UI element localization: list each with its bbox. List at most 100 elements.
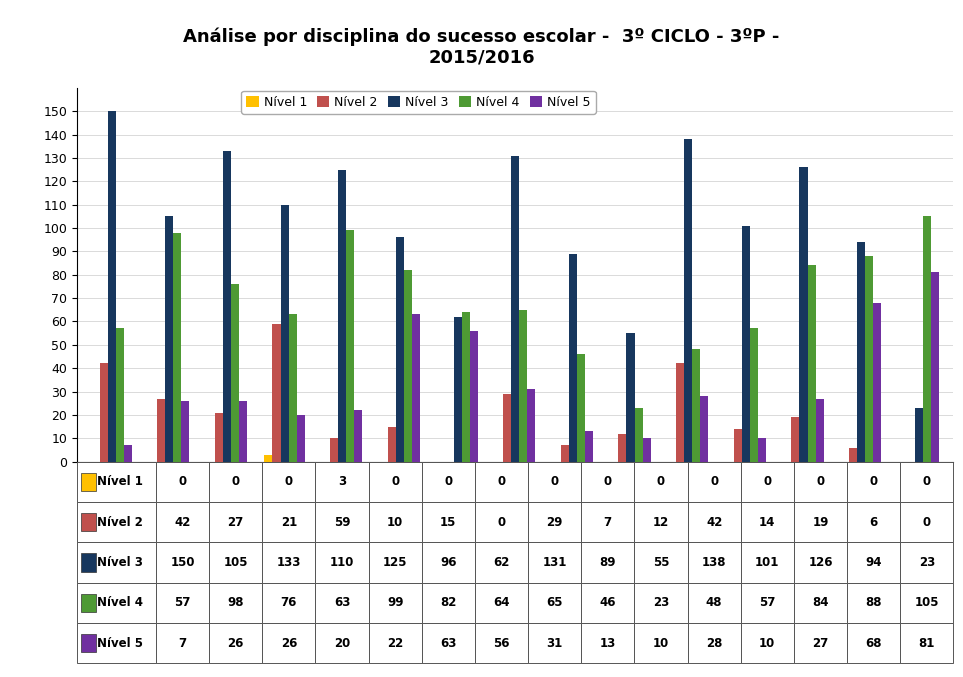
Bar (635, 583, 688, 623)
Text: 150: 150 (170, 556, 195, 569)
Text: 68: 68 (866, 637, 882, 650)
Text: 0: 0 (551, 475, 559, 488)
Bar (635, 462, 688, 502)
Text: 133: 133 (276, 556, 301, 569)
Bar (577, 354, 585, 462)
Text: 64: 64 (493, 596, 509, 609)
Bar (454, 317, 461, 462)
Bar (77, 623, 156, 663)
Bar (585, 431, 593, 462)
Text: 110: 110 (329, 556, 354, 569)
Text: 29: 29 (546, 516, 562, 529)
Bar (99, 364, 108, 462)
Text: 21: 21 (280, 516, 297, 529)
Bar (262, 502, 316, 542)
Bar (156, 462, 209, 502)
Text: 14: 14 (759, 516, 775, 529)
Bar (528, 462, 582, 502)
Text: 99: 99 (387, 596, 403, 609)
Text: 27: 27 (813, 637, 828, 650)
Bar (166, 217, 173, 462)
Bar (794, 583, 847, 623)
Text: 10: 10 (387, 516, 403, 529)
Bar (847, 542, 900, 583)
Bar (316, 462, 369, 502)
Bar (369, 542, 422, 583)
Bar (77, 583, 156, 623)
Bar (82, 553, 95, 571)
Bar (388, 427, 396, 462)
Bar (209, 542, 262, 583)
Text: 94: 94 (866, 556, 882, 569)
Text: 23: 23 (919, 556, 935, 569)
Text: 105: 105 (915, 596, 939, 609)
Text: 0: 0 (710, 475, 718, 488)
Text: 0: 0 (444, 475, 453, 488)
Bar (369, 462, 422, 502)
Bar (262, 583, 316, 623)
Bar (181, 401, 190, 462)
Bar (569, 254, 577, 462)
Bar (750, 328, 758, 462)
Bar (475, 623, 528, 663)
Bar (923, 217, 931, 462)
Bar (799, 167, 808, 462)
Text: 131: 131 (542, 556, 567, 569)
Bar (582, 583, 635, 623)
Bar (412, 315, 420, 462)
Text: 23: 23 (653, 596, 669, 609)
Bar (503, 394, 511, 462)
Bar (794, 542, 847, 583)
Text: 6: 6 (870, 516, 877, 529)
Bar (857, 242, 865, 462)
Text: Nível 1: Nível 1 (96, 475, 143, 488)
Bar (262, 623, 316, 663)
Bar (273, 324, 280, 462)
Text: 59: 59 (334, 516, 351, 529)
Bar (688, 502, 741, 542)
Text: 12: 12 (653, 516, 669, 529)
Text: 26: 26 (227, 637, 244, 650)
Bar (297, 415, 304, 462)
Bar (741, 502, 794, 542)
Bar (475, 583, 528, 623)
Bar (627, 333, 635, 462)
Text: 55: 55 (653, 556, 669, 569)
Bar (900, 542, 953, 583)
Bar (688, 583, 741, 623)
Bar (560, 445, 569, 462)
Bar (511, 156, 519, 462)
Text: Análise por disciplina do sucesso escolar -  3º CICLO - 3ºP -
2015/2016: Análise por disciplina do sucesso escola… (183, 27, 780, 66)
Bar (209, 583, 262, 623)
Bar (794, 502, 847, 542)
Text: 63: 63 (334, 596, 351, 609)
Bar (262, 462, 316, 502)
Bar (82, 594, 95, 612)
Bar (157, 399, 166, 462)
Bar (741, 583, 794, 623)
Text: 0: 0 (498, 475, 506, 488)
Bar (316, 583, 369, 623)
Text: 0: 0 (657, 475, 665, 488)
Bar (422, 583, 475, 623)
Text: 26: 26 (280, 637, 297, 650)
Bar (330, 438, 338, 462)
Bar (77, 462, 156, 502)
Bar (156, 623, 209, 663)
Text: 0: 0 (923, 475, 931, 488)
Bar (688, 462, 741, 502)
Text: 31: 31 (547, 637, 562, 650)
Bar (582, 502, 635, 542)
Bar (347, 230, 354, 462)
Bar (900, 462, 953, 502)
Text: 0: 0 (231, 475, 240, 488)
Bar (808, 265, 816, 462)
Bar (222, 151, 231, 462)
Bar (422, 462, 475, 502)
Bar (396, 238, 403, 462)
Bar (369, 502, 422, 542)
Bar (528, 623, 582, 663)
Bar (422, 502, 475, 542)
Text: 0: 0 (391, 475, 400, 488)
Bar (900, 502, 953, 542)
